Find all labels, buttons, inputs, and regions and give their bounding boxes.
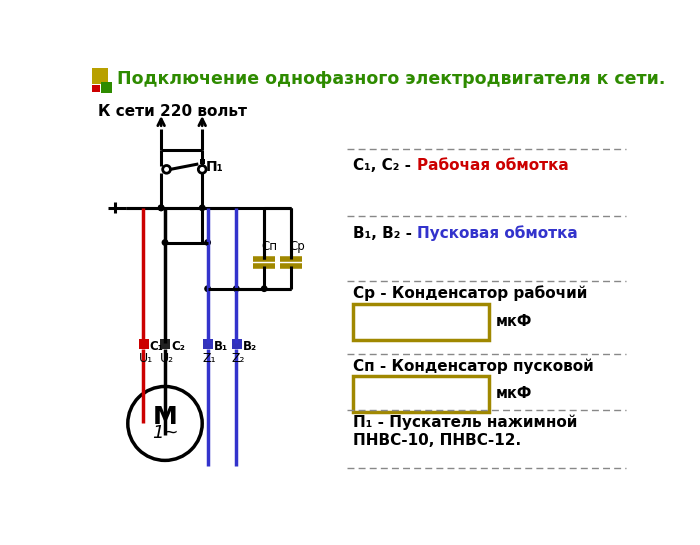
Text: Сп: Сп (261, 239, 277, 252)
Text: U₁: U₁ (139, 352, 153, 365)
Text: Сп - Конденсатор пусковой: Сп - Конденсатор пусковой (354, 358, 594, 373)
Circle shape (205, 240, 210, 245)
Circle shape (205, 286, 210, 292)
Circle shape (262, 286, 267, 292)
Text: Рабочая обмотка: Рабочая обмотка (417, 158, 568, 173)
Text: C₁: C₁ (150, 340, 163, 353)
Text: C₂: C₂ (172, 340, 185, 353)
Text: В₁, В₂ -: В₁, В₂ - (354, 226, 418, 240)
Text: Ср - Конденсатор рабочий: Ср - Конденсатор рабочий (354, 285, 588, 301)
Circle shape (199, 205, 205, 210)
Bar (92, 69, 108, 84)
Text: B₂: B₂ (242, 340, 257, 353)
Text: Z₂: Z₂ (232, 352, 245, 365)
Bar (232, 339, 242, 349)
Text: П₁ - Пускатель нажимной: П₁ - Пускатель нажимной (354, 414, 578, 429)
Text: B₁: B₁ (214, 340, 228, 353)
Text: мкФ: мкФ (496, 314, 532, 329)
Bar (200, 159, 204, 164)
Bar (203, 339, 213, 349)
Bar (92, 84, 100, 92)
Circle shape (234, 286, 239, 292)
Bar (139, 339, 148, 349)
Bar (160, 339, 170, 349)
Text: U₂: U₂ (160, 352, 174, 365)
Text: 1~: 1~ (152, 423, 178, 441)
Text: Подключение однофазного электродвигателя к сети.: Подключение однофазного электродвигателя… (117, 70, 665, 88)
Text: Ср: Ср (290, 239, 305, 252)
Circle shape (158, 205, 164, 210)
Circle shape (158, 205, 164, 210)
Text: П₁: П₁ (206, 160, 224, 174)
Text: Z₁: Z₁ (203, 352, 216, 365)
Text: ПНВС-10, ПНВС-12.: ПНВС-10, ПНВС-12. (354, 433, 522, 449)
Text: мкФ: мкФ (496, 386, 532, 401)
Bar (354, 376, 489, 412)
Text: К сети 220 вольт: К сети 220 вольт (97, 104, 246, 119)
Text: С₁, С₂ -: С₁, С₂ - (354, 158, 416, 173)
Circle shape (162, 240, 168, 245)
Text: М: М (153, 405, 177, 429)
Text: Пусковая обмотка: Пусковая обмотка (417, 226, 578, 241)
Bar (354, 304, 489, 340)
Bar (101, 82, 112, 93)
